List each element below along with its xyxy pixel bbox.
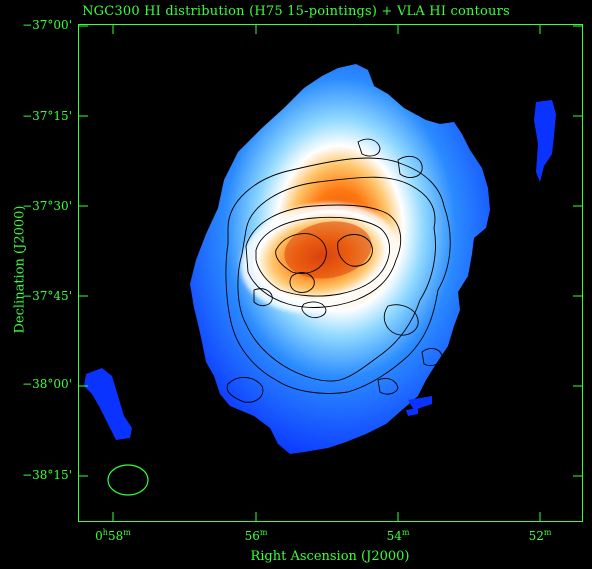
figure-title: NGC300 HI distribution (H75 15-pointings…: [82, 4, 510, 19]
y-tick-label: −38°00': [22, 377, 72, 391]
galaxy-emission: [190, 64, 490, 454]
y-tick-label: −37°15': [22, 109, 72, 123]
vla-contours: [225, 138, 451, 403]
plot-frame: [78, 24, 583, 522]
x-tick-label-56: 56m: [244, 528, 268, 543]
emission-patches: [84, 100, 556, 440]
axis-ticks: [78, 24, 583, 522]
x-tick-label-54: 54m: [386, 528, 410, 543]
hi-map: [78, 24, 583, 522]
y-tick-label: −37°30': [22, 199, 72, 213]
y-axis-label: Declination (J2000): [12, 205, 28, 334]
y-tick-label: −37°45': [22, 289, 72, 303]
x-tick-label-58: 0h58m: [95, 528, 131, 543]
x-axis-label: Right Ascension (J2000): [250, 549, 410, 564]
y-tick-label: −38°15': [22, 468, 72, 482]
x-tick-label-52: 52m: [528, 528, 552, 543]
y-tick-label: −37°00': [22, 18, 72, 32]
beam-ellipse: [107, 464, 149, 496]
